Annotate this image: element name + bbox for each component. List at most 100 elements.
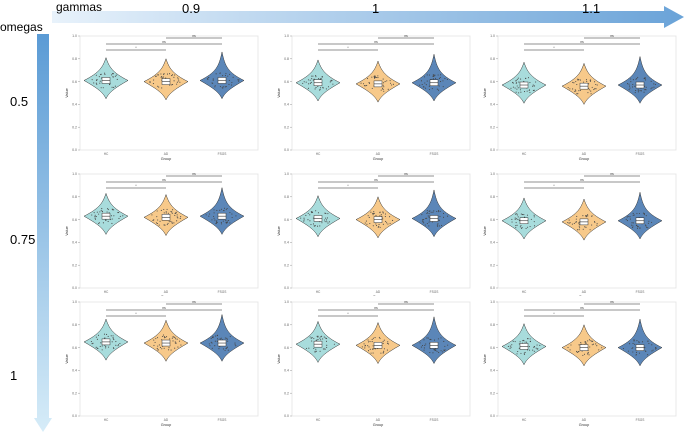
data-point <box>329 81 331 83</box>
data-point <box>518 347 520 349</box>
data-point <box>221 87 223 89</box>
data-point <box>576 93 578 95</box>
x-tick-label: AD <box>376 152 381 156</box>
data-point <box>425 217 427 219</box>
data-point <box>517 87 519 89</box>
data-point <box>381 87 384 89</box>
data-point <box>215 73 217 75</box>
data-point <box>180 216 182 218</box>
data-point <box>586 80 588 82</box>
data-point <box>234 342 236 344</box>
data-point <box>430 211 432 213</box>
data-point <box>585 216 587 218</box>
y-tick-label: 0.6 <box>72 80 77 84</box>
data-point <box>591 215 593 217</box>
data-point <box>371 338 373 340</box>
data-point <box>319 225 321 227</box>
data-point <box>582 354 584 356</box>
data-point <box>573 82 575 84</box>
data-point <box>309 82 311 84</box>
data-point <box>628 89 630 91</box>
data-point <box>104 72 106 74</box>
gamma-value-0: 0.9 <box>182 1 201 16</box>
y-tick-label: 0.6 <box>72 218 77 222</box>
data-point <box>101 208 103 210</box>
data-point <box>389 216 391 218</box>
x-tick-label: AD <box>582 418 587 422</box>
y-tick-label: 1.0 <box>72 34 77 38</box>
data-point <box>645 88 647 90</box>
data-point <box>520 352 522 354</box>
data-point <box>176 214 178 216</box>
data-point <box>324 212 326 214</box>
data-point <box>442 351 444 353</box>
data-point <box>523 214 525 216</box>
data-point <box>211 347 213 349</box>
y-tick-label: 1.0 <box>72 300 77 304</box>
data-point <box>171 337 173 339</box>
data-point <box>595 83 597 86</box>
data-point <box>97 334 100 336</box>
data-point <box>227 75 229 77</box>
y-tick-label: 0.8 <box>490 195 495 199</box>
data-point <box>525 227 527 229</box>
data-point <box>386 349 388 351</box>
data-point <box>311 340 313 342</box>
significance-label: * <box>553 46 555 50</box>
data-point <box>372 214 374 216</box>
data-point <box>533 221 535 223</box>
data-point <box>375 225 378 227</box>
data-point <box>426 210 428 212</box>
y-tick-label: 0.4 <box>284 369 289 373</box>
data-point <box>578 90 580 92</box>
data-point <box>507 345 509 348</box>
data-point <box>528 346 530 348</box>
data-point <box>431 88 433 90</box>
data-point <box>367 341 370 343</box>
data-point <box>433 75 435 77</box>
data-point <box>309 220 311 222</box>
data-point <box>223 207 226 209</box>
y-tick-label: 0.8 <box>72 57 77 61</box>
violin-panel: 1.0 0.8 0.6 0.4 0.2 0.0 Value HC AD FSGS Group * ns n… <box>62 296 264 430</box>
data-point <box>636 224 638 227</box>
data-point <box>307 219 309 221</box>
x-tick-label: FSGS <box>636 152 645 156</box>
data-point <box>178 340 181 342</box>
data-point <box>514 341 516 343</box>
data-point <box>591 86 593 88</box>
data-point <box>528 89 530 91</box>
data-point <box>113 339 115 341</box>
violin-panel-svg: 1.0 0.8 0.6 0.4 0.2 0.0 Value HC AD FSGS Group * ns n… <box>277 34 471 161</box>
data-point <box>589 80 591 82</box>
data-point <box>535 347 537 349</box>
data-point <box>372 345 374 347</box>
data-point <box>111 86 113 88</box>
data-point <box>229 73 231 75</box>
data-point <box>635 351 638 354</box>
y-axis-label: Value <box>65 88 69 97</box>
data-point <box>512 81 514 84</box>
data-point <box>643 78 645 80</box>
data-point <box>587 92 589 94</box>
data-point <box>526 214 529 216</box>
data-point <box>327 222 329 224</box>
data-point <box>437 223 439 225</box>
data-point <box>442 216 445 218</box>
data-point <box>387 88 389 90</box>
data-point <box>96 83 98 85</box>
data-point <box>568 219 570 221</box>
data-point <box>99 80 101 82</box>
data-point <box>576 215 578 217</box>
data-point <box>521 214 524 216</box>
data-point <box>578 223 580 225</box>
data-point <box>653 83 655 85</box>
data-point <box>423 347 425 349</box>
data-point <box>332 83 334 85</box>
data-point <box>305 214 307 217</box>
data-point <box>632 222 634 224</box>
data-point <box>235 215 237 217</box>
data-point <box>426 337 428 339</box>
data-point <box>231 216 233 219</box>
data-point <box>315 350 317 352</box>
